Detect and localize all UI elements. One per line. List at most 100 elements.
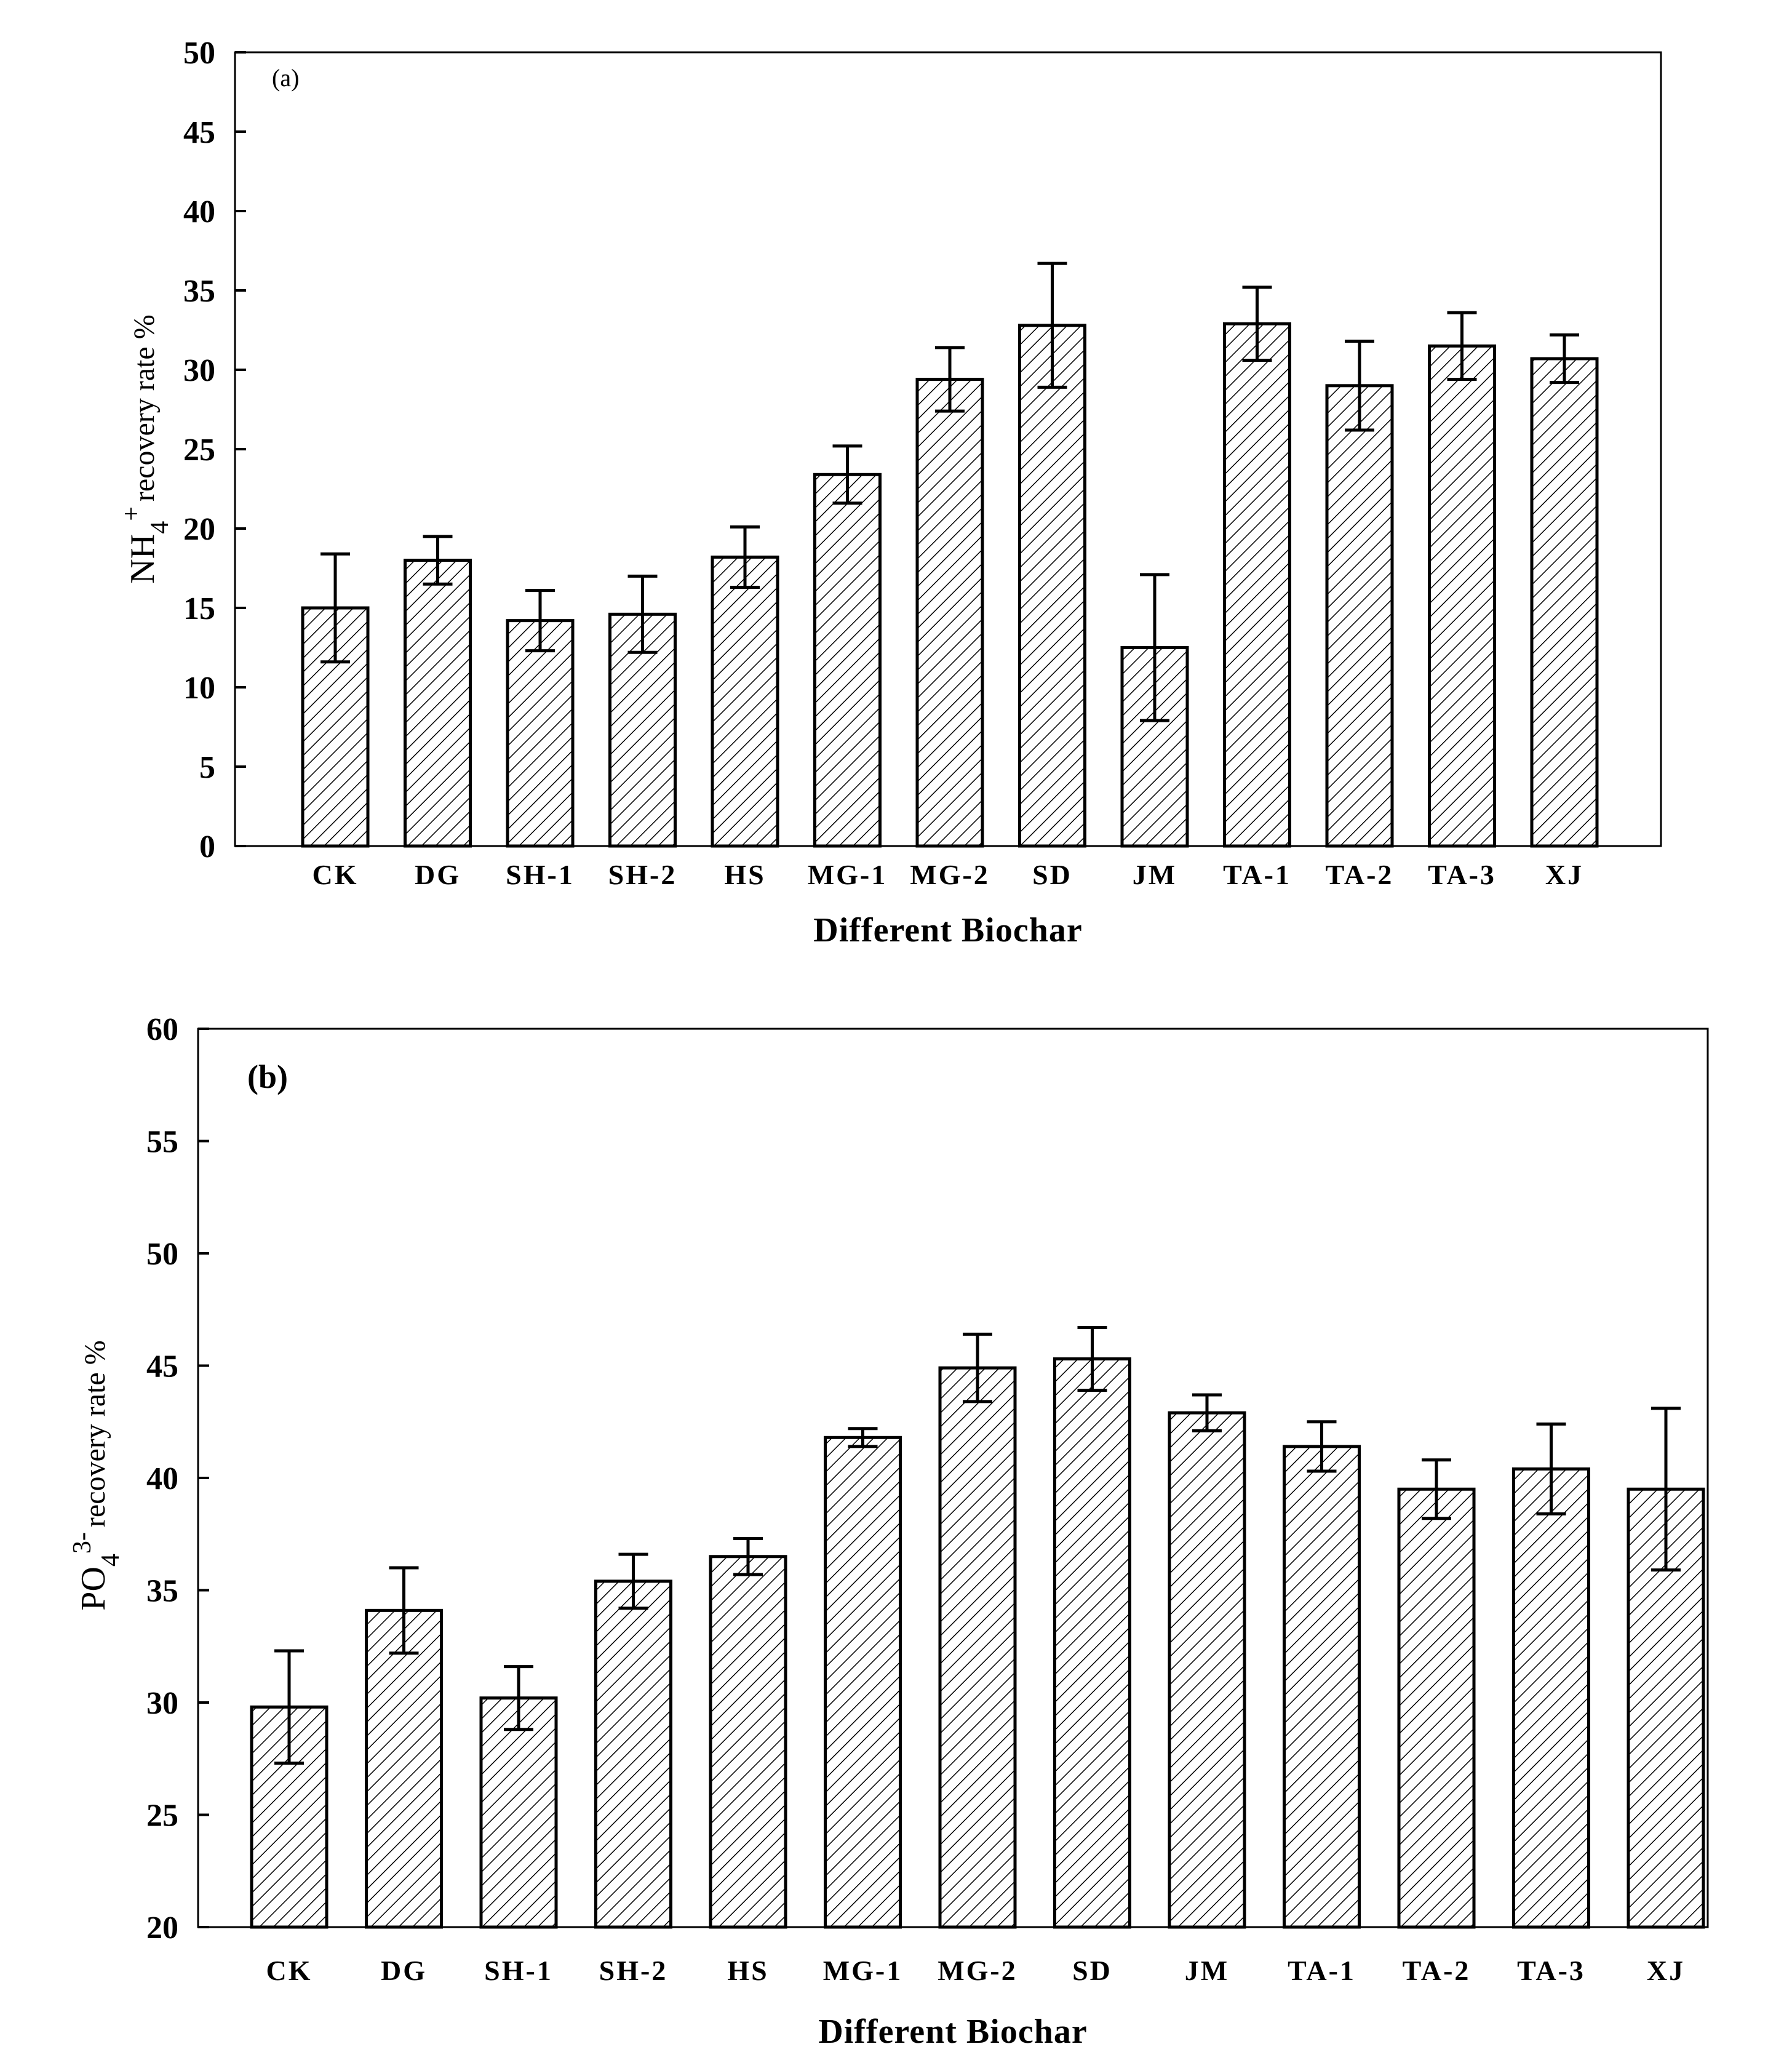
y-tick-label: 30	[183, 353, 215, 388]
x-tick-label: SH-1	[484, 1955, 553, 1986]
y-tick-label: 20	[183, 512, 215, 547]
x-tick-label: TA-2	[1403, 1955, 1471, 1986]
bar-ta-2	[1325, 384, 1394, 848]
x-tick-label: MG-2	[938, 1955, 1017, 1986]
panel-label-a: (a)	[272, 64, 299, 92]
bar-mg-1	[813, 473, 882, 848]
bar-jm	[1168, 1411, 1246, 1929]
error-bar-xj	[1550, 333, 1579, 385]
error-bar-ck	[274, 1649, 304, 1765]
y-tick-label: 60	[146, 1012, 178, 1047]
y-label-suffix-a: recovery rate %	[128, 314, 161, 501]
chart-panel-a: (a) 0 5 10 15 20 25 30 35 40 45 50 CK DG SH-1 SH-2 HS M…	[117, 36, 1662, 949]
bar-ta-3	[1512, 1467, 1590, 1929]
error-bar-ta-2	[1345, 340, 1374, 432]
y-tick-label: 40	[146, 1461, 178, 1496]
x-tick-label: MG-2	[910, 859, 990, 890]
error-bar-hs	[730, 525, 760, 589]
error-bar-dg	[423, 535, 453, 586]
error-bar-sh-1	[504, 1665, 533, 1731]
error-bar-sh-2	[627, 574, 658, 654]
x-tick-label: TA-1	[1288, 1955, 1356, 1986]
y-tick-label: 20	[146, 1910, 178, 1946]
error-bar-ta-3	[1536, 1422, 1566, 1515]
error-bar-ta-1	[1307, 1420, 1337, 1473]
bar-hs	[711, 555, 779, 848]
y-axis-label-a: NH4+ recovery rate %	[117, 314, 174, 583]
x-tick-label: HS	[724, 859, 765, 890]
y-tick-label: 15	[183, 591, 215, 626]
y-tick-label: 0	[199, 829, 215, 864]
bar-xj	[1530, 357, 1599, 848]
y-label-suffix-b: recovery rate %	[79, 1340, 111, 1527]
x-tick-label: JM	[1185, 1955, 1229, 1986]
y-tick-label: 35	[183, 274, 215, 309]
x-tick-label: CK	[313, 859, 359, 890]
error-bar-sd	[1037, 261, 1067, 389]
y-axis-label-b: PO43- recovery rate %	[68, 1340, 125, 1610]
y-tick-label: 50	[146, 1237, 178, 1272]
error-bar-jm	[1192, 1393, 1222, 1432]
bar-dg	[404, 559, 472, 848]
x-tick-label: SD	[1032, 859, 1072, 890]
error-bar-ck	[321, 552, 350, 664]
x-tick-label: SH-2	[599, 1955, 668, 1986]
error-bar-hs	[733, 1537, 763, 1576]
y-label-main-b: PO	[74, 1567, 113, 1611]
x-tick-label: SH-1	[506, 859, 575, 890]
x-tick-label: TA-1	[1223, 859, 1291, 890]
y-label-sup-a: +	[117, 506, 146, 521]
panel-label-b: (b)	[247, 1058, 288, 1095]
error-bar-jm	[1140, 573, 1169, 722]
x-tick-label: JM	[1133, 859, 1177, 890]
bar-sd	[1018, 324, 1086, 848]
bar-ta-2	[1397, 1487, 1476, 1929]
y-label-sub-a: 4	[146, 521, 174, 534]
x-tick-label: SD	[1072, 1955, 1112, 1986]
x-tick-label: TA-3	[1428, 859, 1496, 890]
bar-mg-2	[938, 1366, 1017, 1929]
x-tick-label: TA-3	[1517, 1955, 1585, 1986]
bar-ta-1	[1283, 1445, 1361, 1929]
error-bar-ta-3	[1447, 311, 1477, 381]
bar-mg-1	[824, 1435, 902, 1929]
y-tick-label: 45	[183, 115, 215, 150]
error-bar-sh-2	[618, 1552, 648, 1610]
bar-sh-2	[594, 1579, 672, 1929]
error-bar-mg-1	[848, 1427, 878, 1448]
error-bar-sh-1	[525, 589, 555, 653]
y-tick-label: 55	[146, 1125, 178, 1160]
y-tick-label: 30	[146, 1686, 178, 1721]
x-tick-label: DG	[381, 1955, 427, 1986]
y-tick-label: 45	[146, 1349, 178, 1384]
y-label-sub-b: 4	[97, 1554, 125, 1567]
y-ticks-a: 0 5 10 15 20 25 30 35 40 45 50	[183, 36, 246, 864]
error-bar-dg	[389, 1566, 419, 1655]
error-bars-b	[274, 1325, 1681, 1765]
y-tick-label: 50	[183, 36, 215, 71]
x-tick-label: CK	[266, 1955, 313, 1986]
y-label-main-a: NH	[124, 534, 162, 584]
bar-sh-1	[479, 1696, 558, 1929]
x-tick-label: MG-1	[808, 859, 888, 890]
x-tick-labels-b: CK DG SH-1 SH-2 HS MG-1 MG-2 SD JM TA-1 TA-2 TA-3 XJ	[266, 1955, 1685, 1986]
y-tick-label: 35	[146, 1574, 178, 1609]
error-bar-ta-1	[1242, 285, 1272, 362]
x-tick-labels-a: CK DG SH-1 SH-2 HS MG-1 MG-2 SD JM TA-1 TA-2 TA-3 XJ	[313, 859, 1582, 890]
error-bar-xj	[1651, 1407, 1681, 1572]
error-bar-sd	[1077, 1325, 1107, 1392]
x-tick-label: XJ	[1647, 1955, 1685, 1986]
svg-text:PO43-recovery rate %: PO43- recovery rate %	[68, 1340, 125, 1610]
error-bar-mg-2	[935, 346, 965, 413]
bar-dg	[365, 1608, 443, 1929]
chart-panel-b: (b) 20 25 30 35 40 45 50 55 60 CK DG SH-1 SH-2 HS MG-…	[68, 1012, 1709, 2051]
y-label-sup-b: 3-	[68, 1532, 97, 1554]
svg-text:NH4+recovery rate %: NH4+ recovery rate %	[117, 314, 174, 583]
y-tick-label: 25	[183, 433, 215, 468]
error-bars-a	[321, 261, 1579, 722]
y-ticks-b: 20 25 30 35 40 45 50 55 60	[146, 1012, 209, 1946]
x-tick-label: DG	[415, 859, 461, 890]
bar-mg-2	[915, 377, 984, 848]
x-axis-label-b: Different Biochar	[818, 2013, 1087, 2051]
